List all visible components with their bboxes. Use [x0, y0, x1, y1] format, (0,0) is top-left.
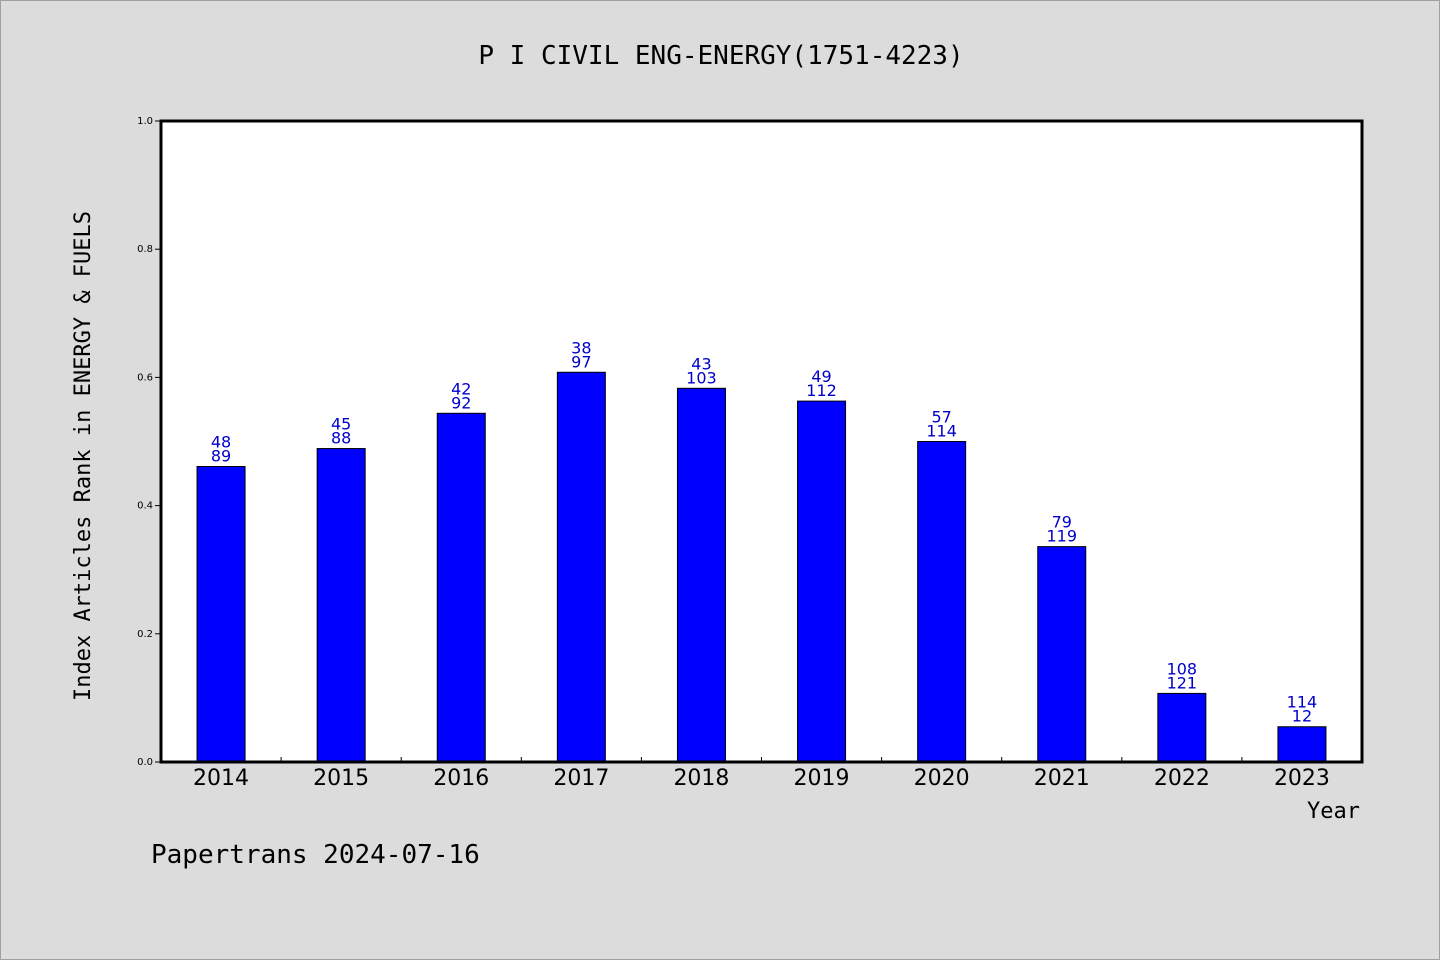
y-tick-label: 1.0 — [137, 116, 153, 127]
bar-label-bottom: 121 — [1167, 673, 1198, 692]
y-tick-label: 0.2 — [137, 629, 153, 640]
x-tick-label: 2016 — [433, 766, 489, 791]
bar-label-top: 79 — [1052, 513, 1072, 532]
x-tick-label: 2023 — [1274, 766, 1330, 791]
bar-label-bottom: 114 — [926, 422, 957, 441]
bar-label-bottom: 92 — [451, 393, 471, 412]
y-tick-label: 0.6 — [137, 372, 153, 383]
bar-label-bottom: 97 — [571, 352, 591, 371]
bar-label-top: 45 — [331, 415, 351, 434]
bar-2016 — [436, 412, 486, 763]
x-tick-label: 2017 — [553, 766, 609, 791]
y-tick-label: 0.0 — [137, 757, 153, 768]
y-tick-label: 0.8 — [137, 244, 153, 255]
bar-2015 — [316, 448, 366, 763]
bar-2014 — [196, 465, 246, 763]
bar-label-bottom: 112 — [806, 381, 837, 400]
bar-label-bottom: 12 — [1292, 707, 1312, 726]
bar-2022 — [1157, 692, 1207, 763]
bar-2018 — [676, 387, 726, 763]
bar-label-top: 42 — [451, 379, 471, 398]
bar-2020 — [917, 441, 967, 763]
bar-label-top: 38 — [571, 338, 591, 357]
bar-label-bottom: 119 — [1046, 527, 1077, 546]
bar-2019 — [797, 400, 847, 763]
x-tick-label: 2022 — [1154, 766, 1210, 791]
bar-2023 — [1277, 726, 1327, 763]
bar-label-bottom: 103 — [686, 368, 717, 387]
bar-label-top: 114 — [1287, 693, 1318, 712]
bar-label-top: 57 — [931, 408, 951, 427]
bar-2017 — [556, 371, 606, 763]
bar-label-top: 108 — [1167, 659, 1198, 678]
x-tick-label: 2019 — [794, 766, 850, 791]
x-tick-label: 2018 — [673, 766, 729, 791]
footer-credit: Papertrans 2024-07-16 — [151, 840, 480, 870]
bar-label-top: 43 — [691, 354, 711, 373]
ticks-layer: 0.0 0.2 0.4 0.6 0.8 1.0 2014 2015 2016 2017 2018 20… — [137, 116, 1330, 791]
x-tick-label: 2021 — [1034, 766, 1090, 791]
bar-label-top: 49 — [811, 367, 831, 386]
bar-label-bottom: 88 — [331, 429, 351, 448]
x-tick-label: 2014 — [193, 766, 249, 791]
x-axis-label: Year — [1307, 799, 1360, 824]
y-tick-label: 0.4 — [137, 501, 153, 512]
x-tick-label: 2015 — [313, 766, 369, 791]
y-axis-label: Index Articles Rank in ENERGY & FUELS — [71, 211, 96, 701]
bar-label-top: 48 — [211, 432, 231, 451]
bar-label-bottom: 89 — [211, 446, 231, 465]
x-tick-label: 2020 — [914, 766, 970, 791]
chart-title: P I CIVIL ENG-ENERGY(1751-4223) — [478, 41, 963, 71]
bar-2021 — [1037, 546, 1087, 763]
plot-border — [159, 119, 1364, 764]
